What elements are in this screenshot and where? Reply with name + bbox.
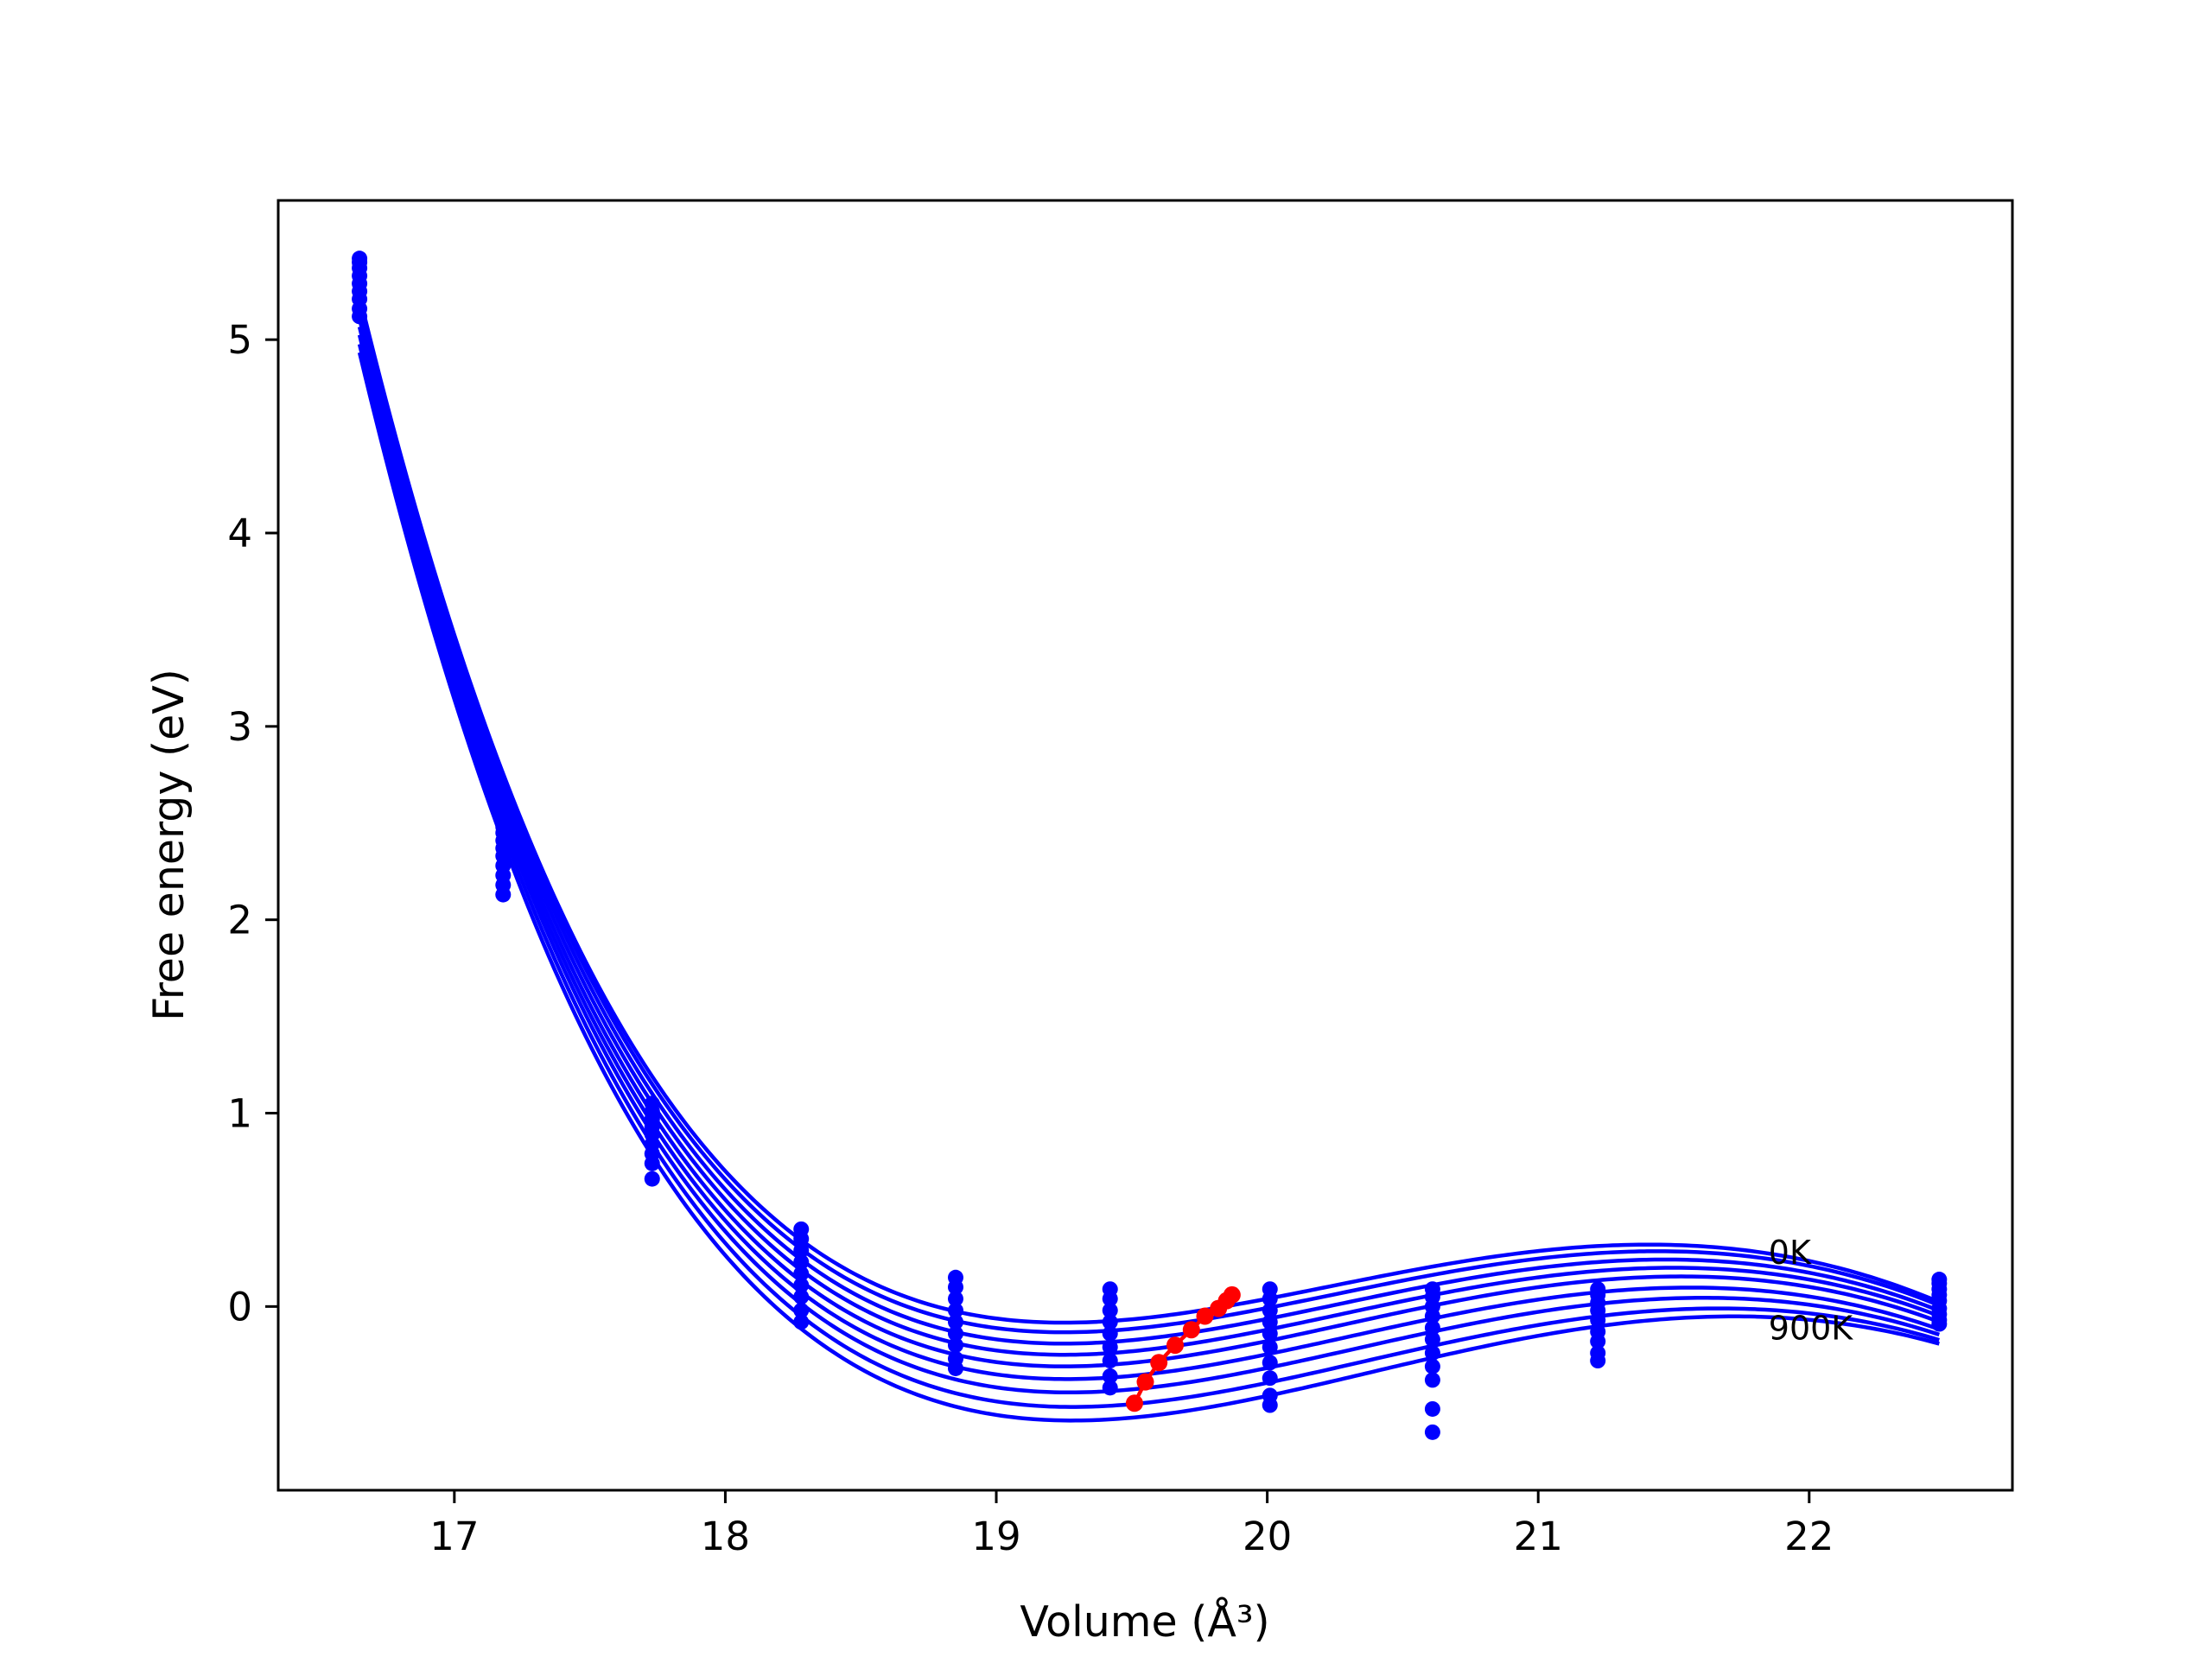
data-point <box>1102 1353 1118 1369</box>
data-point <box>947 1279 963 1295</box>
data-point <box>1262 1302 1278 1318</box>
series-line-8 <box>357 352 1940 1423</box>
minimum-point <box>1210 1299 1228 1317</box>
x-tick-label: 22 <box>1784 1514 1834 1559</box>
data-point <box>1424 1331 1440 1348</box>
annotations: 0K 900K <box>1769 1234 1854 1347</box>
data-point <box>1102 1368 1118 1384</box>
y-axis-label: Free energy (eV) <box>144 669 194 1021</box>
data-point <box>793 1242 810 1259</box>
data-point <box>644 1155 660 1171</box>
data-point <box>793 1289 810 1305</box>
x-tick-label: 19 <box>971 1514 1020 1559</box>
y-tick-label: 4 <box>227 511 252 556</box>
x-tick-label: 21 <box>1514 1514 1563 1559</box>
y-tick-label: 0 <box>227 1284 252 1330</box>
x-tick-label: 20 <box>1243 1514 1292 1559</box>
y-tick-label: 2 <box>227 898 252 943</box>
data-point <box>1262 1314 1278 1330</box>
x-axis-label: Volume (Å³) <box>1020 1596 1269 1647</box>
data-point <box>1424 1372 1440 1388</box>
data-point <box>1102 1380 1118 1396</box>
plot-content <box>352 251 1948 1440</box>
data-point <box>793 1231 810 1247</box>
data-point <box>1102 1325 1118 1342</box>
data-point <box>1590 1353 1606 1369</box>
minimum-point <box>1136 1373 1154 1391</box>
data-point <box>1262 1339 1278 1355</box>
data-point <box>1262 1325 1278 1342</box>
data-point <box>1590 1333 1606 1349</box>
data-point <box>1424 1424 1440 1440</box>
data-point <box>1931 1316 1948 1332</box>
series-line-2 <box>357 304 1941 1346</box>
data-point <box>1424 1358 1440 1374</box>
data-point <box>947 1314 963 1330</box>
minimum-point <box>1125 1394 1143 1412</box>
plot-frame <box>276 199 2014 1492</box>
data-point <box>495 886 512 903</box>
data-point <box>793 1314 810 1330</box>
data-point <box>1424 1400 1440 1417</box>
data-point <box>793 1266 810 1282</box>
series-line-3 <box>357 311 1941 1357</box>
series-line-4 <box>357 318 1941 1368</box>
minimum-point <box>1196 1307 1214 1325</box>
data-point <box>947 1302 963 1318</box>
data-point <box>1262 1355 1278 1371</box>
y-tick-label: 1 <box>227 1091 252 1137</box>
y-tick-label: 3 <box>227 704 252 750</box>
data-point <box>644 1171 660 1187</box>
data-point <box>947 1337 963 1354</box>
data-point <box>352 308 368 325</box>
data-point <box>793 1302 810 1318</box>
y-tick-label: 5 <box>227 317 252 363</box>
data-point <box>1102 1291 1118 1307</box>
data-point <box>1424 1345 1440 1362</box>
minimum-point <box>1150 1354 1168 1372</box>
data-point <box>1262 1291 1278 1307</box>
x-axis-ticks: 17 18 19 20 21 22 <box>429 1490 1834 1559</box>
data-point <box>1262 1397 1278 1413</box>
data-point <box>947 1360 963 1376</box>
series-line-0 <box>357 295 1941 1325</box>
annotation-0k: 0K <box>1769 1234 1812 1272</box>
data-point <box>1102 1302 1118 1318</box>
series-line-7 <box>357 343 1940 1409</box>
data-point <box>1102 1314 1118 1330</box>
data-point <box>947 1291 963 1307</box>
data-point <box>1424 1308 1440 1324</box>
series-line-1 <box>357 299 1941 1335</box>
annotation-900k: 900K <box>1769 1309 1854 1347</box>
data-point <box>793 1254 810 1270</box>
data-point <box>1102 1339 1118 1355</box>
data-point <box>947 1325 963 1342</box>
x-tick-label: 17 <box>429 1514 479 1559</box>
data-point <box>1424 1319 1440 1336</box>
minimum-point <box>1166 1336 1184 1355</box>
y-axis-ticks: 0 1 2 3 4 5 <box>227 317 278 1330</box>
data-point <box>1262 1370 1278 1387</box>
data-point <box>1590 1312 1606 1329</box>
x-tick-label: 18 <box>701 1514 750 1559</box>
data-point <box>793 1277 810 1293</box>
minimum-point <box>1182 1321 1200 1339</box>
